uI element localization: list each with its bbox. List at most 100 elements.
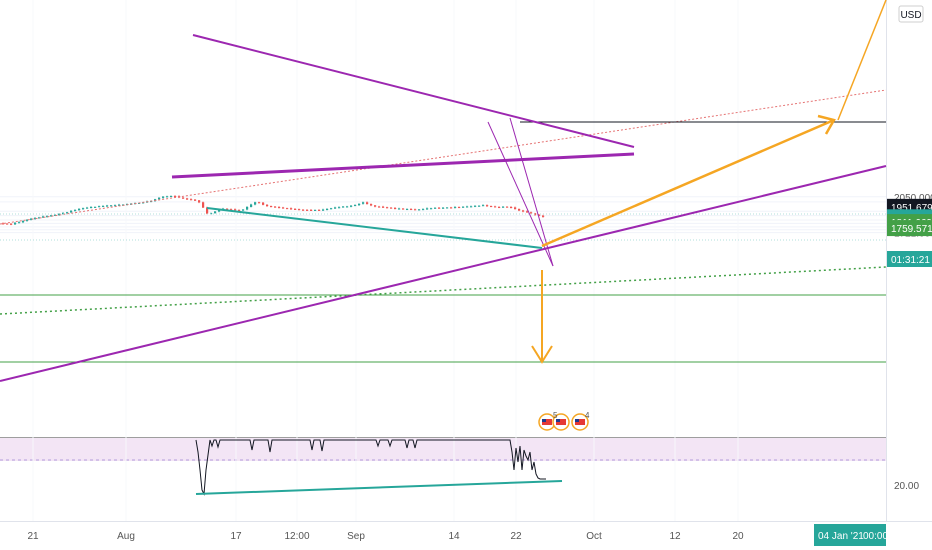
candle-body [34, 217, 37, 219]
candle-body [342, 206, 345, 208]
candle-body [434, 207, 437, 209]
candle-body [278, 207, 281, 209]
candle-body [110, 205, 113, 207]
candle-body [426, 208, 429, 210]
candle-body [250, 204, 253, 207]
date-tag [814, 524, 886, 546]
x-tick-label: 21 [27, 531, 39, 542]
projection-arrowhead [817, 114, 836, 135]
main-pane[interactable] [0, 0, 886, 437]
candle-body [310, 209, 313, 211]
price-tag [887, 220, 932, 237]
candle-body [526, 211, 529, 213]
drawings [0, 0, 887, 495]
candle-body [410, 209, 413, 211]
candle-body [374, 205, 377, 207]
flag-icon-stripe [575, 419, 585, 425]
candle-body [10, 223, 13, 225]
candle-body [142, 202, 145, 204]
candle-body [22, 220, 25, 223]
projection-arrow [837, 0, 887, 121]
candle-body [254, 202, 257, 205]
price-tag [887, 251, 932, 267]
candle-body [58, 214, 61, 216]
candle-body [234, 209, 237, 211]
candle-body [350, 205, 353, 207]
candle-body [458, 207, 461, 209]
flag-icon-stripe [542, 419, 552, 425]
candle-body [14, 222, 17, 225]
candle-body [114, 205, 117, 207]
candle-body [502, 206, 505, 208]
currency-label: USD [900, 10, 921, 21]
x-tick-label: 22 [510, 531, 522, 542]
candle-body [394, 207, 397, 209]
candle-body [190, 199, 193, 201]
x-tick-label: Oct [586, 531, 602, 542]
candle-body [38, 217, 41, 219]
candle-body [386, 207, 389, 209]
candle-body [54, 214, 57, 216]
candle-body [358, 203, 361, 206]
y-tick-label: 2050.000 [894, 193, 932, 204]
candle-body [534, 213, 537, 215]
candle-body [430, 208, 433, 210]
candle-body [2, 223, 5, 225]
candle-body [82, 208, 85, 210]
candle-body [302, 209, 305, 211]
candle-body [418, 209, 421, 211]
candle-body [542, 215, 545, 217]
candle-body [378, 206, 381, 208]
candle-body [182, 197, 185, 199]
candle-body [274, 206, 277, 208]
candle-body [170, 196, 173, 198]
candle-body [398, 208, 401, 210]
support-line [206, 207, 543, 249]
x-tick-label: 12:00 [284, 531, 309, 542]
candle-body [330, 208, 333, 210]
candle-body [70, 210, 73, 213]
candle-body [246, 206, 249, 210]
red-dotted-trendline [0, 89, 887, 225]
candle-body [262, 202, 265, 205]
candle-body [382, 206, 385, 208]
candle-body [490, 206, 493, 208]
candle-body [334, 207, 337, 209]
candle-body [158, 197, 161, 200]
x-tick-label: 12 [669, 531, 681, 542]
candle-body [306, 209, 309, 211]
candle-body [66, 212, 69, 214]
candle-body [198, 200, 201, 203]
candle-body [482, 205, 485, 207]
date-tag-label: 04 Jan '21 [818, 531, 864, 542]
time-axis[interactable]: 21 Aug 17 12:00 Sep 14 22 Oct 12 20 [27, 531, 744, 542]
candle-body [406, 209, 409, 211]
candle-body [438, 207, 441, 209]
triangle-upper-line [192, 34, 635, 148]
grid [0, 196, 886, 234]
candle-body [106, 205, 109, 207]
currency-button[interactable]: USD [898, 5, 924, 23]
candle-body [370, 204, 373, 206]
candle-body [462, 206, 465, 208]
candle-body [214, 211, 217, 214]
rsi-line [195, 439, 546, 496]
candle-body [62, 212, 65, 215]
candle-body [186, 198, 189, 200]
candle-body [366, 202, 369, 205]
candle-body [474, 205, 477, 207]
price-axis[interactable]: 2050.0002000.0001910.0001870.0001830.000… [887, 193, 932, 267]
candle-body [6, 223, 9, 225]
candle-body [314, 209, 317, 211]
rsi-level-label: 20.00 [894, 481, 919, 492]
candle-body [18, 222, 21, 224]
candle-body [118, 204, 121, 206]
candle-body [498, 207, 501, 209]
candle-body [442, 207, 445, 209]
candle-body [230, 209, 233, 211]
candle-body [218, 209, 221, 212]
candle-body [30, 218, 33, 220]
candle-body [238, 210, 241, 212]
candle-body [210, 213, 213, 215]
